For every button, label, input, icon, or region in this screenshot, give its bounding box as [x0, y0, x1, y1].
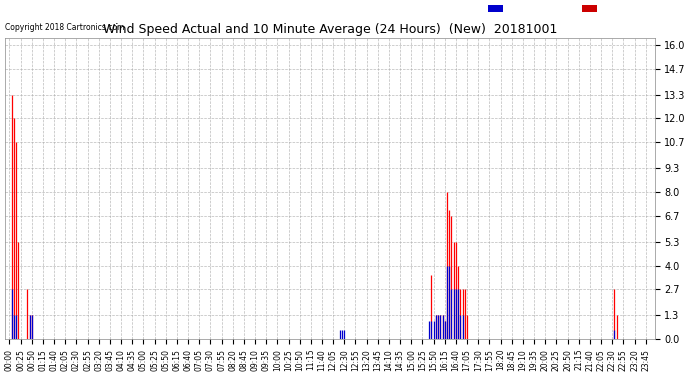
Legend: 10 Min Avg (mph), Wind (mph): 10 Min Avg (mph), Wind (mph): [486, 3, 651, 15]
Text: Copyright 2018 Cartronics.com: Copyright 2018 Cartronics.com: [5, 22, 124, 32]
Title: Wind Speed Actual and 10 Minute Average (24 Hours)  (New)  20181001: Wind Speed Actual and 10 Minute Average …: [103, 23, 557, 36]
